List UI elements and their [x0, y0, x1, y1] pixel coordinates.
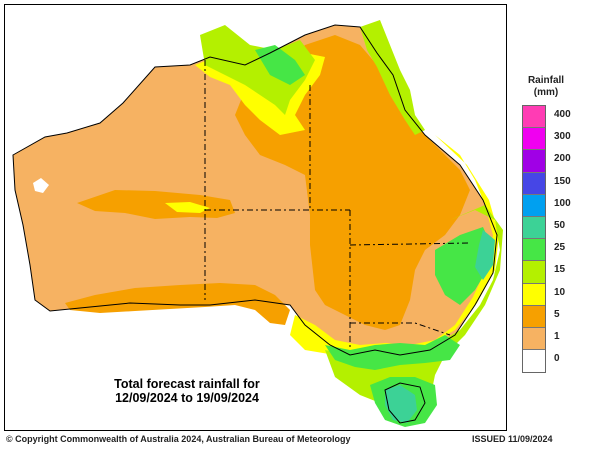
rain-zone-15mm-north: [200, 25, 315, 115]
legend-label-50: 50: [554, 220, 566, 231]
rain-zone-25mm-north: [255, 45, 305, 85]
legend-label-5: 5: [554, 308, 560, 320]
rain-zone-0mm-wa: [33, 178, 49, 193]
legend-swatch-400: [523, 106, 545, 129]
forecast-title-line1: Total forecast rainfall for: [114, 377, 260, 391]
legend-swatch-200: [523, 150, 545, 173]
state-borders: [204, 60, 471, 350]
legend-label-200: 200: [554, 153, 571, 165]
rain-zone-25mm-victoria: [325, 335, 460, 370]
rain-zone-50mm-tasmania: [385, 385, 417, 423]
legend-swatch-150: [523, 172, 545, 195]
forecast-title-line2: 12/09/2024 to 19/09/2024: [115, 391, 259, 405]
legend-swatch-5: [523, 305, 545, 328]
legend-swatch-50: [523, 216, 545, 240]
legend-label-400: 400: [554, 109, 571, 120]
legend-title: Rainfall (mm): [516, 75, 576, 99]
legend-swatch-1: [523, 327, 545, 351]
forecast-title: Total forecast rainfall for 12/09/2024 t…: [87, 377, 287, 405]
legend-label-300: 300: [554, 131, 571, 143]
rain-zone-10mm-east: [290, 135, 499, 355]
copyright-text: © Copyright Commonwealth of Australia 20…: [6, 434, 351, 444]
border-nsw-vic: [350, 322, 451, 336]
legend-unit-text: (mm): [533, 87, 559, 98]
rainfall-legend: Rainfall (mm) 400 300 200 150 100 50 25 15 10 5 1 0: [516, 75, 576, 374]
legend-label-10: 10: [554, 286, 566, 298]
rain-zone-10mm-central: [165, 202, 210, 213]
rain-zone-15mm-capeyork: [360, 20, 425, 135]
border-qld-nsw: [349, 242, 471, 246]
legend-label-100: 100: [554, 197, 571, 209]
legend-swatch-100: [523, 194, 545, 217]
legend-swatch-15: [523, 261, 545, 284]
legend-swatch-10: [523, 283, 545, 306]
legend-swatch-25: [523, 239, 545, 262]
legend-scale: [522, 105, 546, 374]
rainfall-map: Total forecast rainfall for 12/09/2024 t…: [4, 4, 507, 431]
legend-label-15: 15: [554, 264, 566, 276]
legend-label-25: 25: [554, 242, 566, 254]
legend-label-150: 150: [554, 175, 571, 187]
legend-swatch-300: [523, 128, 545, 151]
legend-title-text: Rainfall: [527, 75, 565, 86]
legend-swatch-0: [523, 350, 545, 373]
rain-zone-5mm-south: [65, 283, 290, 325]
coastline-mainland: [12, 24, 498, 356]
issued-date: ISSUED 11/09/2024: [472, 434, 553, 444]
rain-zone-25mm-east: [435, 227, 491, 305]
australia-rainfall-map-svg: [12, 20, 503, 427]
coastline-tasmania: [384, 382, 426, 424]
legend-label-1: 1: [554, 331, 560, 342]
legend-label-0: 0: [554, 353, 560, 365]
rain-zone-50mm-east: [475, 230, 495, 280]
